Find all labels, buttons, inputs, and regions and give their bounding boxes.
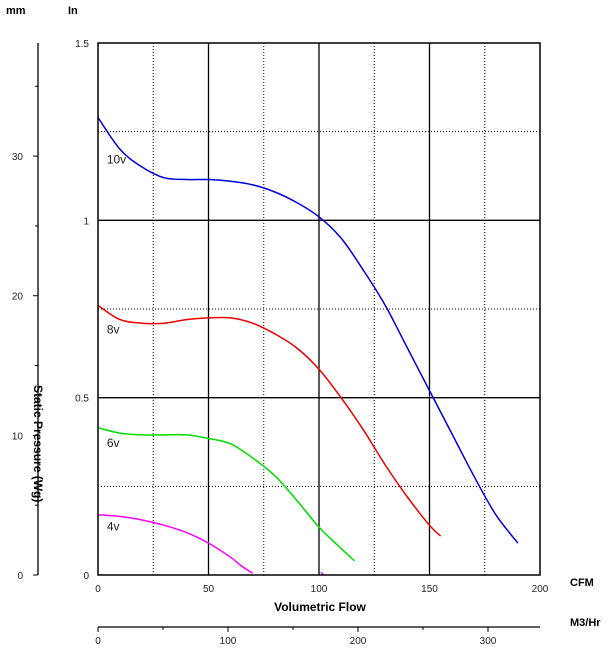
series-8v-label: 8v xyxy=(107,323,120,337)
y-tick-label: 0.5 xyxy=(75,394,89,405)
y2-unit-label: mm xyxy=(6,5,26,17)
y-tick-label: 0 xyxy=(83,571,89,582)
major-gridlines xyxy=(98,43,540,575)
y2-tick-label: 30 xyxy=(12,152,24,163)
x-tick-label: 50 xyxy=(203,584,215,595)
y-tick-label: 1.5 xyxy=(75,39,89,50)
series-layer: 10v 8v 6v 4v xyxy=(97,117,519,576)
series-8v-line xyxy=(97,304,442,537)
series-6v-line xyxy=(97,427,355,562)
m3hr-axis: 0 100 200 300 xyxy=(95,626,540,647)
x-tick-label: 200 xyxy=(532,584,549,595)
x-tick-label: 150 xyxy=(421,584,438,595)
x-unit-label: CFM xyxy=(570,577,594,589)
series-4v-label: 4v xyxy=(107,519,120,533)
x-tick-label: 100 xyxy=(311,584,328,595)
mm-axis: 0 10 20 30 xyxy=(12,43,39,582)
x2-tick-label: 100 xyxy=(220,636,237,647)
x-tick-label: 0 xyxy=(95,584,101,595)
y-axis-title: Static Pressure (Wg) xyxy=(31,385,45,502)
inch-axis: 0 0.5 1 1.5 xyxy=(75,39,89,582)
x2-tick-label: 0 xyxy=(95,636,101,647)
y-tick-label: 1 xyxy=(83,216,89,227)
y2-tick-label: 20 xyxy=(12,292,24,303)
y-unit-label: In xyxy=(68,5,78,17)
cfm-axis: 0 50 100 150 200 xyxy=(95,584,549,595)
series-10v-line xyxy=(97,117,519,544)
x-axis-title: Volumetric Flow xyxy=(274,600,366,614)
x2-tick-label: 200 xyxy=(350,636,367,647)
plot-frame xyxy=(97,42,541,576)
series-4v-line xyxy=(97,513,254,574)
series-10v-label: 10v xyxy=(107,152,126,166)
x2-unit-label: M3/Hr xyxy=(570,617,601,629)
y2-tick-label: 10 xyxy=(12,431,24,442)
series-6v-label: 6v xyxy=(107,436,120,450)
x2-tick-label: 300 xyxy=(480,636,497,647)
y2-tick-label: 0 xyxy=(17,571,23,582)
